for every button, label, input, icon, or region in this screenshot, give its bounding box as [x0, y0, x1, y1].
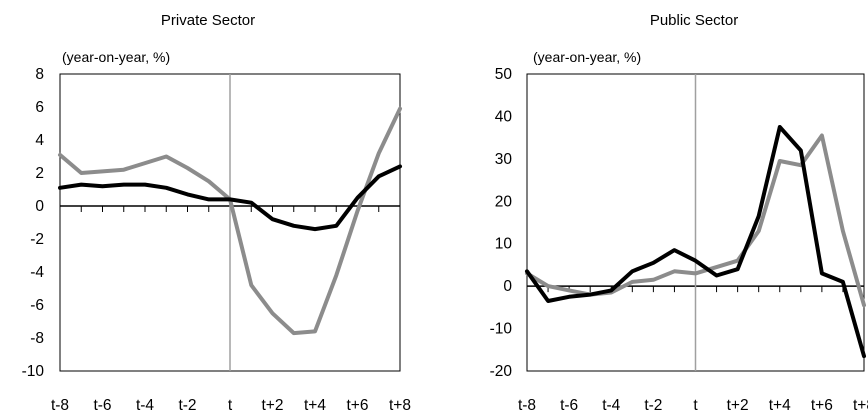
private-sector-x-tick-label: t+4 [304, 397, 326, 414]
public-sector-x-tick-label: t-4 [602, 397, 620, 414]
public-sector-series-line-1 [525, 133, 866, 308]
private-sector-x-tick-label: t-6 [93, 397, 111, 414]
public-sector-x-tick-labels: t-8 t-6 t-4 t-2 t t+2 t+4 t+6 t+8 [518, 397, 868, 414]
public-sector-x-tick-label: t+8 [853, 397, 868, 414]
private-sector-y-tick-label: 0 [35, 198, 44, 215]
public-sector-x-tick-label: t+2 [727, 397, 749, 414]
public-sector-x-tick-label: t [693, 397, 698, 414]
public-sector-panel: Public Sector (year-on-year, %) 50 40 30 20… [490, 12, 868, 414]
private-sector-y-tick-label: -8 [30, 330, 44, 347]
public-sector-x-tick-label: t-8 [518, 397, 536, 414]
private-sector-x-tick-label: t+8 [389, 397, 411, 414]
private-sector-x-tick-label: t [228, 397, 233, 414]
private-sector-y-tick-label: 4 [35, 132, 44, 149]
public-sector-x-tick-label: t+6 [811, 397, 833, 414]
public-sector-unit-label: (year-on-year, %) [533, 49, 641, 65]
public-sector-y-tick-label: 10 [495, 236, 513, 253]
public-sector-x-tick-label: t-2 [644, 397, 662, 414]
private-sector-y-ticks: 8 6 4 2 0 -2 -4 -6 -8 -10 [22, 66, 45, 380]
private-sector-x-tick-label: t-4 [136, 397, 154, 414]
private-sector-panel: Private Sector (year-on-year, %) 8 6 4 2 0 -2… [22, 12, 411, 414]
private-sector-x-tick-label: t-2 [178, 397, 196, 414]
private-sector-y-tick-label: 8 [35, 66, 44, 83]
private-sector-y-tick-label: 2 [35, 165, 44, 182]
public-sector-y-tick-label: -20 [490, 363, 513, 380]
public-sector-y-tick-label: 0 [503, 278, 512, 295]
public-sector-y-ticks: 50 40 30 20 10 0 -10 -20 [490, 66, 513, 380]
private-sector-series-line-2 [58, 164, 402, 232]
private-sector-x-tick-label: t-8 [51, 397, 69, 414]
public-sector-y-tick-label: -10 [490, 321, 513, 338]
private-sector-y-tick-label: -6 [30, 297, 44, 314]
private-sector-title: Private Sector [161, 12, 255, 29]
public-sector-title: Public Sector [650, 12, 738, 29]
private-sector-y-tick-label: -2 [30, 231, 44, 248]
public-sector-x-tick-label: t-6 [560, 397, 578, 414]
private-sector-y-tick-label: -10 [22, 363, 45, 380]
private-sector-y-tick-label: -4 [30, 264, 44, 281]
private-sector-x-tick-labels: t-8 t-6 t-4 t-2 t t+2 t+4 t+6 t+8 [51, 397, 411, 414]
public-sector-series [525, 125, 866, 359]
public-sector-y-tick-label: 40 [495, 108, 513, 125]
private-sector-x-tick-label: t+6 [347, 397, 369, 414]
public-sector-y-tick-label: 20 [495, 193, 513, 210]
public-sector-y-tick-label: 30 [495, 151, 513, 168]
private-sector-unit-label: (year-on-year, %) [62, 49, 170, 65]
public-sector-y-tick-label: 50 [495, 66, 513, 83]
public-sector-series-line-2 [525, 125, 866, 359]
public-sector-x-tick-label: t+4 [769, 397, 791, 414]
private-sector-x-tick-label: t+2 [262, 397, 284, 414]
private-sector-y-tick-label: 6 [35, 99, 44, 116]
private-sector-series [58, 106, 402, 336]
